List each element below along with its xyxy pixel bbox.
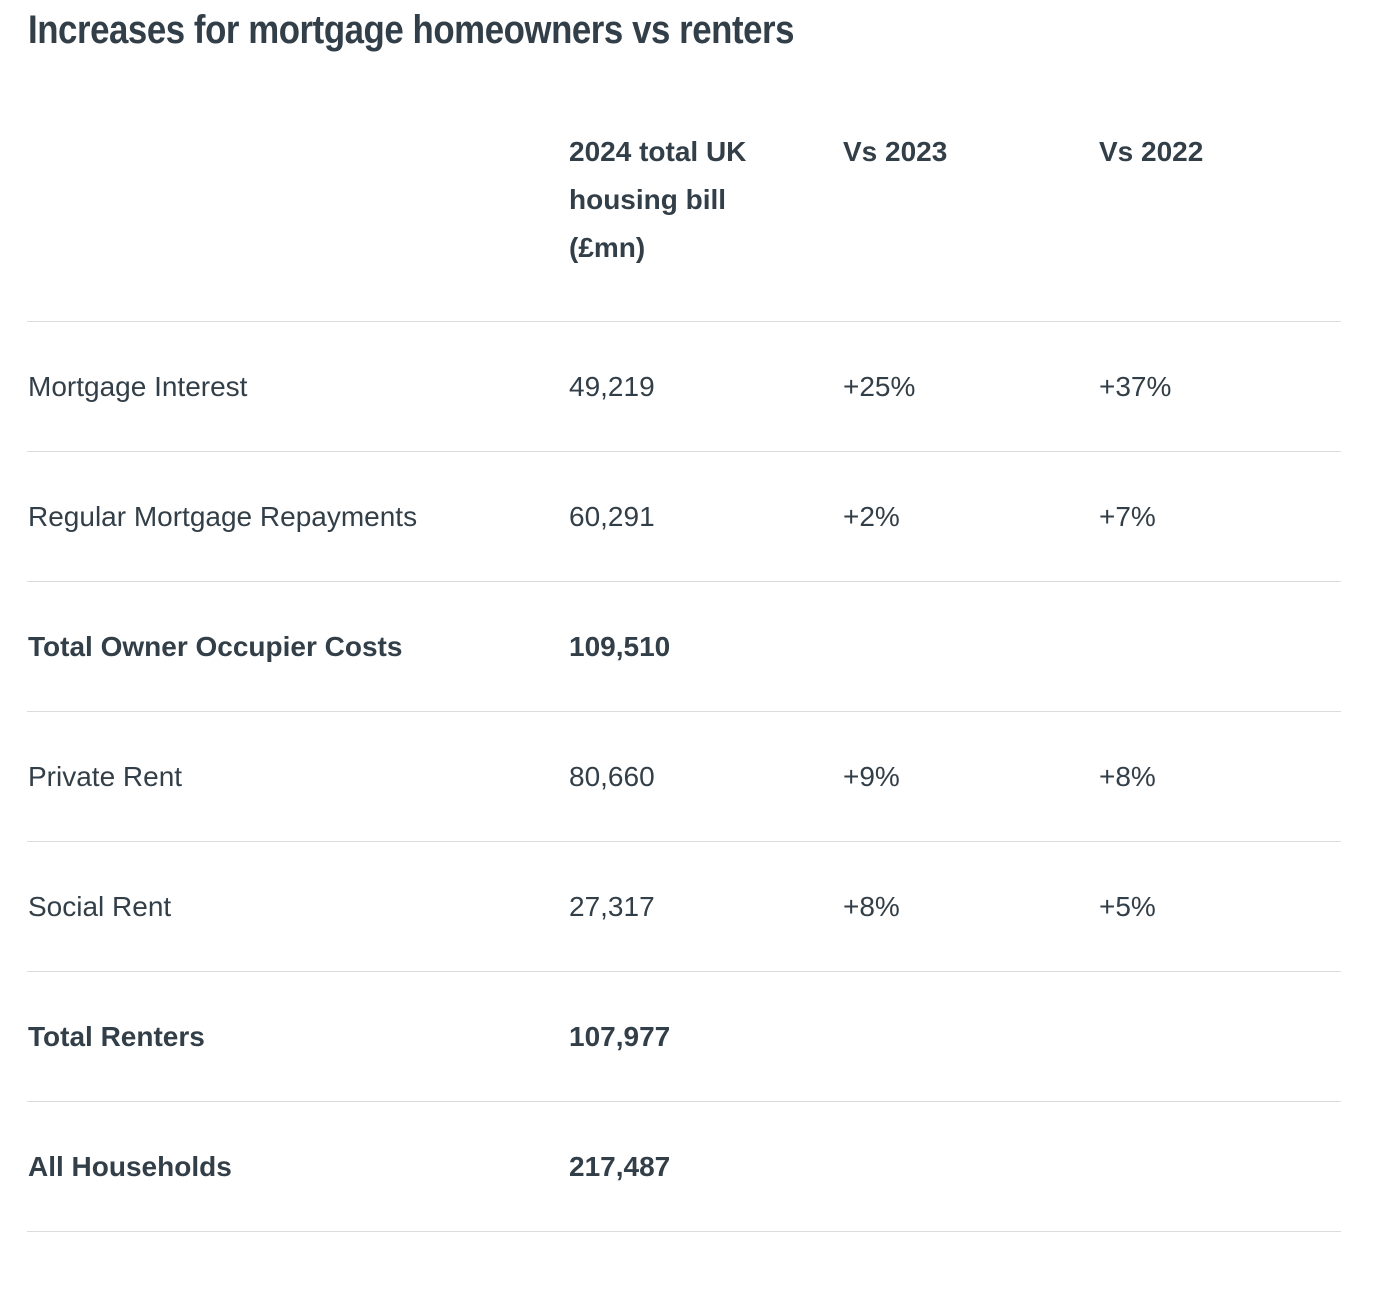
column-header-vs-2023: Vs 2023 [843,136,948,167]
row-label: Private Rent [28,760,183,792]
row-vs-2022: +8% [1099,760,1156,792]
page-title: Increases for mortgage homeowners vs ren… [28,8,795,52]
row-label: Total Owner Occupier Costs [28,630,403,662]
row-label: Social Rent [28,890,172,922]
table-row: Private Rent 80,660 +9% +8% [27,712,1341,842]
row-label: Mortgage Interest [28,370,248,402]
table-row: Total Renters 107,977 [27,972,1341,1102]
table-row: Social Rent 27,317 +8% +5% [27,842,1341,972]
row-value-2024: 107,977 [569,1020,671,1052]
row-vs-2022: +5% [1099,890,1156,922]
housing-costs-table-page: Increases for mortgage homeowners vs ren… [27,0,1341,1232]
row-vs-2023: +2% [843,500,900,532]
row-value-2024: 217,487 [569,1150,671,1182]
row-value-2024: 109,510 [569,630,671,662]
table-row: All Households 217,487 [27,1102,1341,1232]
table-header-row: 2024 total UK housing bill (£mn) Vs 2023… [27,128,1341,321]
row-value-2024: 49,219 [569,370,655,402]
table-row: Regular Mortgage Repayments 60,291 +2% +7% [27,452,1341,582]
row-vs-2023: +9% [843,760,900,792]
row-label: Total Renters [28,1020,205,1052]
row-vs-2022: +37% [1099,370,1172,402]
table-body: Mortgage Interest 49,219 +25% +37% Regular M… [27,321,1341,1232]
row-vs-2023: +8% [843,890,900,922]
column-header-vs-2022: Vs 2022 [1099,136,1204,167]
table-row: Mortgage Interest 49,219 +25% +37% [27,322,1341,452]
row-vs-2022: +7% [1099,500,1156,532]
table-row: Total Owner Occupier Costs 109,510 [27,582,1341,712]
row-value-2024: 27,317 [569,890,655,922]
column-header-housing-bill: 2024 total UK housing bill (£mn) [569,136,747,263]
row-label: Regular Mortgage Repayments [28,500,418,532]
row-vs-2023: +25% [843,370,916,402]
row-value-2024: 80,660 [569,760,655,792]
row-value-2024: 60,291 [569,500,655,532]
row-label: All Households [28,1150,232,1182]
